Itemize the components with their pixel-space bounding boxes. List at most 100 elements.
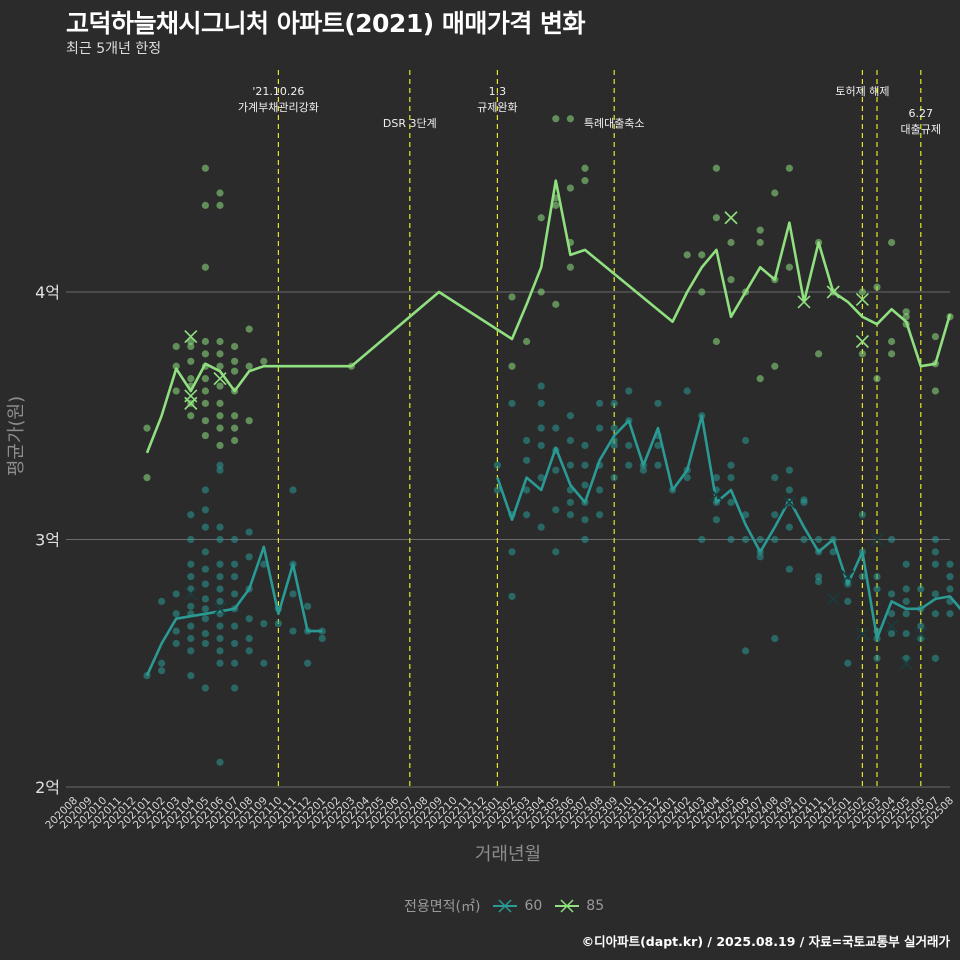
data-point-85 bbox=[201, 263, 209, 271]
data-point-60 bbox=[888, 610, 896, 618]
data-point-60 bbox=[537, 399, 545, 407]
data-point-85 bbox=[172, 342, 180, 351]
cross-marker-60 bbox=[870, 532, 884, 547]
cross-marker-60 bbox=[782, 495, 796, 509]
data-point-60 bbox=[187, 560, 195, 568]
data-point-60 bbox=[844, 659, 852, 667]
data-point-60 bbox=[158, 597, 166, 605]
data-point-60 bbox=[172, 610, 180, 618]
data-point-85 bbox=[771, 189, 779, 197]
data-point-60 bbox=[742, 647, 750, 655]
legend-label-60: 60 bbox=[524, 898, 543, 914]
legend-item-85: 85 bbox=[554, 898, 604, 914]
data-point-60 bbox=[596, 486, 604, 494]
data-point-85 bbox=[245, 362, 253, 370]
data-point-85 bbox=[873, 283, 881, 291]
y-tick-label: 4억 bbox=[35, 283, 60, 302]
data-point-60 bbox=[610, 474, 618, 482]
data-point-60 bbox=[902, 597, 910, 605]
data-point-85 bbox=[683, 251, 691, 259]
data-point-60 bbox=[304, 602, 312, 610]
data-point-85 bbox=[216, 362, 224, 370]
data-point-85 bbox=[858, 350, 867, 358]
data-point-85 bbox=[231, 412, 239, 420]
data-point-60 bbox=[201, 684, 209, 692]
data-point-60 bbox=[201, 595, 209, 603]
event-label: 토허제 해제 bbox=[835, 84, 889, 98]
data-point-60 bbox=[727, 535, 735, 544]
data-point-85 bbox=[756, 226, 764, 234]
data-point-60 bbox=[201, 506, 209, 514]
data-point-60 bbox=[537, 441, 545, 450]
data-point-60 bbox=[829, 548, 837, 556]
data-point-60 bbox=[289, 486, 297, 494]
data-point-60 bbox=[289, 627, 297, 635]
series-line-85 bbox=[145, 179, 952, 454]
data-point-60 bbox=[917, 634, 925, 643]
series-lines bbox=[145, 179, 960, 677]
data-point-85 bbox=[931, 387, 940, 395]
data-point-60 bbox=[260, 620, 268, 628]
data-point-60 bbox=[216, 647, 224, 655]
data-point-60 bbox=[508, 548, 516, 556]
data-point-60 bbox=[888, 629, 896, 638]
data-point-60 bbox=[946, 610, 954, 618]
data-point-60 bbox=[187, 511, 195, 519]
data-point-60 bbox=[216, 523, 224, 531]
data-point-85 bbox=[201, 387, 209, 395]
legend-item-60: 60 bbox=[492, 898, 542, 914]
data-point-60 bbox=[231, 622, 239, 630]
data-point-60 bbox=[742, 535, 750, 544]
data-point-60 bbox=[493, 486, 501, 494]
data-point-60 bbox=[800, 535, 808, 544]
x-axis-tick-labels: 2020082020092020102020112020122021012021… bbox=[43, 794, 956, 831]
data-point-85 bbox=[508, 293, 516, 301]
data-point-60 bbox=[187, 634, 195, 643]
data-point-60 bbox=[508, 592, 516, 601]
data-point-60 bbox=[216, 461, 224, 469]
data-point-85 bbox=[216, 399, 224, 407]
data-point-85 bbox=[216, 382, 224, 390]
data-point-85 bbox=[712, 337, 721, 346]
data-point-60 bbox=[201, 548, 209, 556]
data-point-85 bbox=[756, 238, 764, 247]
data-point-85 bbox=[187, 337, 195, 346]
data-point-85 bbox=[216, 201, 224, 209]
data-point-85 bbox=[712, 214, 721, 222]
data-point-60 bbox=[216, 535, 224, 544]
event-label: 가계부채관리강화 bbox=[238, 101, 319, 114]
cross-marker-85 bbox=[724, 211, 738, 225]
y-tick-label: 3억 bbox=[35, 531, 60, 550]
data-point-60 bbox=[245, 647, 253, 655]
cross-marker-60 bbox=[184, 587, 198, 601]
data-point-60 bbox=[858, 573, 867, 581]
data-point-60 bbox=[771, 474, 779, 482]
data-point-60 bbox=[216, 597, 224, 605]
data-point-60 bbox=[552, 466, 560, 474]
data-point-60 bbox=[610, 441, 618, 450]
y-axis-tick-labels: 2억 3억 4억 bbox=[35, 283, 60, 797]
data-point-85 bbox=[201, 164, 209, 172]
data-point-60 bbox=[201, 629, 209, 638]
data-point-85 bbox=[143, 424, 151, 432]
data-point-85 bbox=[187, 342, 195, 351]
data-point-85 bbox=[231, 367, 239, 375]
data-point-60 bbox=[581, 535, 589, 544]
data-point-60 bbox=[537, 474, 545, 482]
data-point-60 bbox=[902, 629, 910, 638]
data-point-60 bbox=[785, 565, 794, 573]
data-point-60 bbox=[537, 523, 545, 531]
data-point-60 bbox=[946, 585, 954, 593]
data-point-60 bbox=[158, 659, 166, 667]
cross-marker-60 bbox=[709, 488, 723, 502]
data-point-60 bbox=[902, 654, 910, 662]
data-point-85 bbox=[785, 263, 794, 271]
legend-title: 전용면적(㎡) bbox=[404, 899, 481, 915]
data-point-60 bbox=[683, 474, 691, 482]
data-point-60 bbox=[201, 615, 209, 623]
cross-marker-60 bbox=[213, 602, 227, 616]
data-point-60 bbox=[231, 639, 239, 648]
data-point-60 bbox=[844, 597, 852, 605]
data-point-60 bbox=[625, 441, 633, 450]
data-point-85 bbox=[143, 474, 151, 482]
